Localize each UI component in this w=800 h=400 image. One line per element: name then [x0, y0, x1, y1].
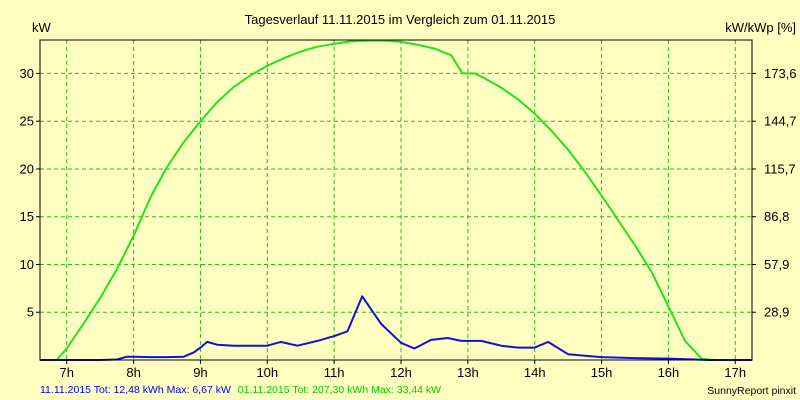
grid-lines — [40, 40, 752, 360]
x-tick-label: 7h — [60, 365, 74, 380]
footer-green-summary: 01.11.2015 Tot: 207,30 kWh Max: 33,44 kW — [238, 384, 441, 396]
y-tick-label: 25 — [20, 114, 34, 129]
x-tick-label: 14h — [524, 365, 546, 380]
x-tick-label: 13h — [457, 365, 479, 380]
y-axis-label: kW — [32, 20, 52, 35]
x-tick-label: 15h — [591, 365, 613, 380]
data-series — [40, 39, 752, 361]
axis-ticks: 7h 8h 9h 10h 11h 12h 13h 14h 15h 16h 17h 5 10 15 20 25 3… — [20, 66, 797, 380]
y2-tick-label: 57,9 — [764, 257, 789, 272]
y2-tick-label: 86,8 — [764, 209, 789, 224]
y2-tick-label: 28,9 — [764, 305, 789, 320]
x-tick-label: 16h — [658, 365, 680, 380]
y2-tick-label: 144,7 — [764, 114, 797, 129]
y2-axis-label: kW/kWp [%] — [725, 20, 796, 35]
footer-credit: SunnyReport pinxit — [707, 385, 796, 397]
y-tick-label: 30 — [20, 66, 34, 81]
series-line — [40, 295, 752, 361]
plot-frame — [39, 39, 753, 361]
x-tick-label: 17h — [724, 365, 746, 380]
x-tick-label: 11h — [324, 365, 345, 380]
y2-tick-label: 115,7 — [764, 161, 796, 176]
y-tick-label: 5 — [27, 305, 34, 320]
y-tick-label: 10 — [20, 257, 34, 272]
y-tick-label: 15 — [20, 209, 34, 224]
x-tick-label: 10h — [256, 365, 278, 380]
x-tick-label: 12h — [390, 365, 412, 380]
series-line — [40, 39, 752, 361]
footer-summary: 11.11.2015 Tot: 12,48 kWh Max: 6,67 kW 0… — [40, 384, 441, 396]
x-tick-label: 8h — [126, 365, 140, 380]
y2-tick-label: 173,6 — [764, 66, 797, 81]
footer-blue-summary: 11.11.2015 Tot: 12,48 kWh Max: 6,67 kW — [40, 384, 231, 396]
y-tick-label: 20 — [20, 161, 34, 176]
x-tick-label: 9h — [193, 365, 207, 380]
chart-title: Tagesverlauf 11.11.2015 im Vergleich zum… — [245, 12, 556, 27]
